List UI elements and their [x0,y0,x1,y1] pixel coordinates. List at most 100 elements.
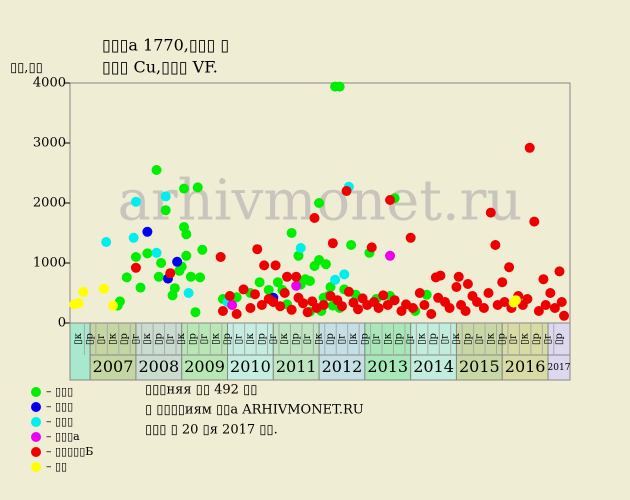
quarter-label: ▯р [188,333,199,345]
quarter-label: ▯г [130,334,141,345]
y-axis-label: ▯▯,▯▯ [10,61,43,76]
quarter-label: ▯к [245,332,256,345]
quarter-label: ▯к [314,332,325,345]
quarter-label: ▯к [176,332,187,345]
quarter-label: ▯г [543,334,554,345]
data-point [549,303,560,313]
data-point [453,271,464,282]
quarter-label: ▯р [394,333,405,345]
legend-label: – ▯▯▯ [46,385,73,398]
data-point [217,306,228,316]
data-point [130,196,141,207]
chart-subtitle: ▯▯▯ Cu,▯▯▯ VF. [102,58,218,77]
data-point [295,243,306,253]
quarter-band [135,322,183,356]
data-point [444,303,455,313]
data-point [272,277,283,288]
data-point [366,242,377,253]
data-point [302,307,313,318]
data-point [373,303,384,313]
data-point [151,247,162,258]
year-label: 2012 [322,357,363,376]
data-point [291,280,302,291]
year-label: 2007 [93,357,134,376]
quarter-label: ▯к [382,332,393,345]
y-tick-label: 4000 [33,76,66,91]
data-point [343,286,354,297]
data-point [499,297,510,307]
quarter-label: ▯г [405,334,416,345]
legend-label: – ▯▯▯ [46,415,73,428]
annotation: ▯▯▯ ▯ 20 ▯я 2017 ▯▯. [145,423,278,438]
data-point [309,213,320,223]
data-point [151,165,162,175]
year-label: 2017 [548,363,571,373]
data-point [385,250,396,261]
quarter-label: ▯к [417,332,428,345]
data-point [483,288,494,298]
data-point [330,274,341,285]
year-label: 2014 [413,357,454,376]
data-point [508,297,519,308]
data-point [435,270,446,281]
quarter-label: ▯р [85,333,96,345]
data-point [185,271,196,282]
quarter-label: ▯к [451,332,462,345]
data-point [73,298,84,309]
quarter-label: ▯р [554,333,565,345]
quarter-label: ▯р [428,333,439,345]
quarter-label: ▯к [520,332,531,345]
data-point [419,300,430,310]
quarter-label: ▯к [348,332,359,345]
legend-swatch [31,417,41,427]
data-point [472,297,483,307]
data-point [353,304,364,315]
quarter-label: ▯г [440,334,451,345]
data-point [249,289,260,300]
data-point [245,303,256,313]
data-point [414,288,425,298]
quarter-label: ▯р [222,333,233,345]
data-point [270,260,281,271]
quarter-label: ▯г [474,334,485,345]
data-point [108,300,119,311]
year-label: 2011 [276,357,317,376]
quarter-label: ▯к [73,332,84,345]
data-point [128,232,139,243]
data-point [497,277,508,288]
legend-label: – ▯▯▯▯▯Б [46,445,93,458]
quarter-label: ▯к [485,332,496,345]
quarter-label: ▯г [302,334,313,345]
quarter-label: ▯г [268,334,279,345]
quarter-band [501,322,549,356]
data-point [334,81,345,92]
data-point [407,303,418,313]
data-point [286,228,297,238]
quarter-band [318,322,366,356]
data-point [286,304,297,315]
data-point [169,283,180,294]
legend-swatch [31,432,41,442]
data-point [389,295,400,306]
data-point [522,294,533,304]
year-label: 2010 [230,357,271,376]
legend-swatch [31,387,41,397]
quarter-label: ▯р [153,333,164,345]
legend-label: – ▯▯▯а [46,430,80,443]
data-point [478,303,489,313]
quarter-label: ▯к [279,332,290,345]
data-point [172,256,183,267]
quarter-label: ▯г [233,334,244,345]
quarter-band [272,322,320,356]
quarter-band [181,322,229,356]
quarter-label: ▯г [336,334,347,345]
legend-swatch [31,447,41,457]
data-point [130,262,141,273]
data-point [135,282,146,293]
data-point [254,277,265,288]
data-point [263,285,274,295]
y-tick-label: 3000 [33,136,66,151]
data-point [339,269,350,280]
quarter-label: ▯г [165,334,176,345]
